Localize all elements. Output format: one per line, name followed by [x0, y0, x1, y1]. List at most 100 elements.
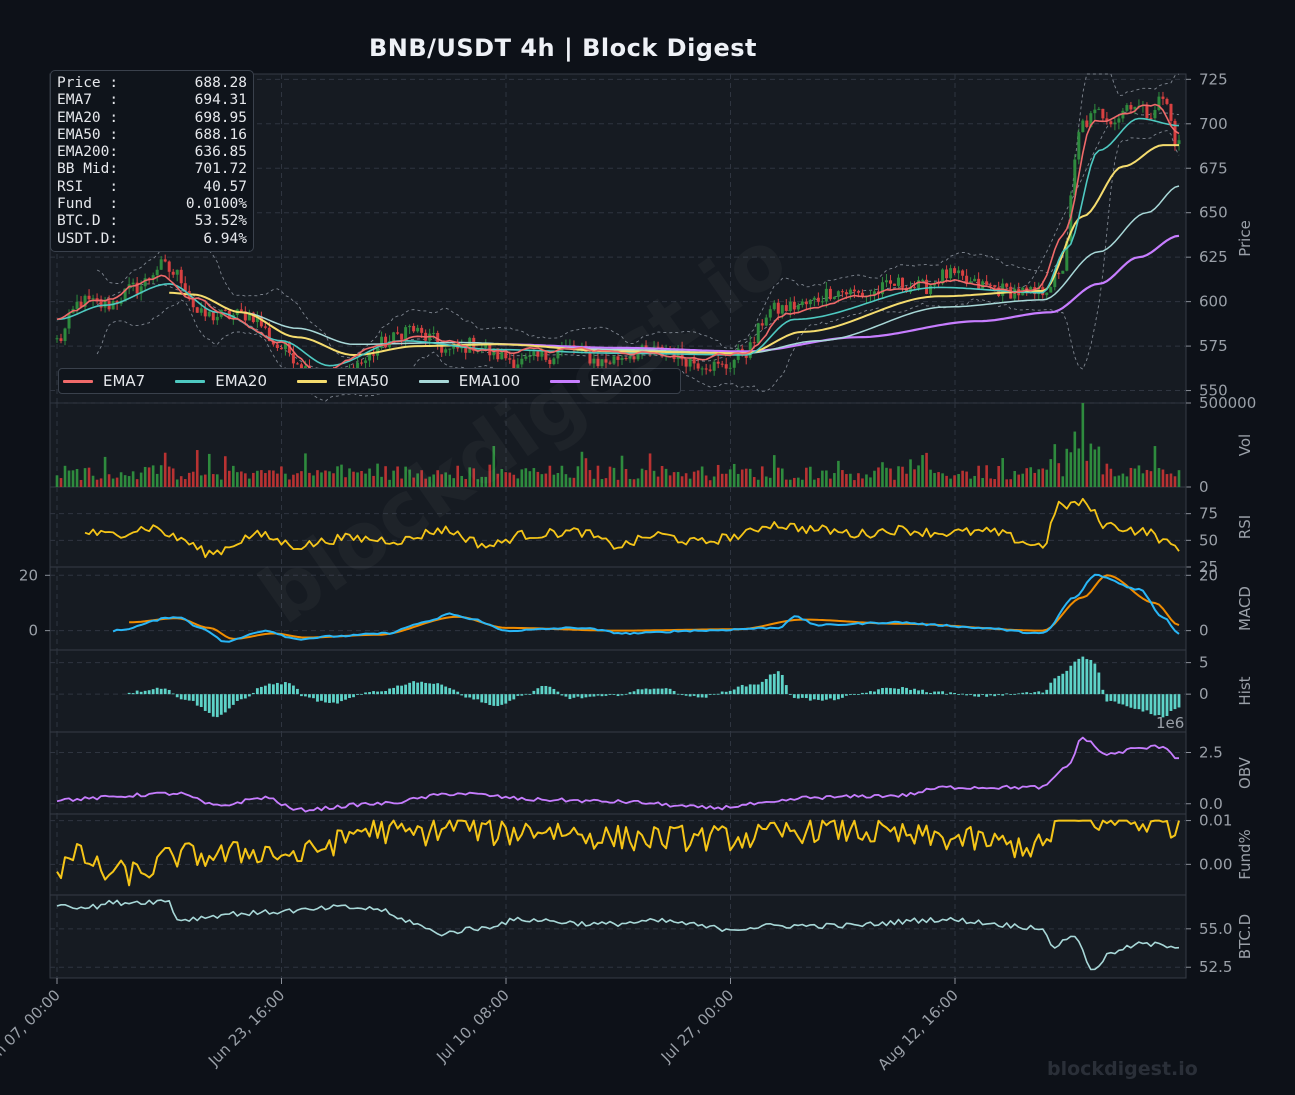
candle-body: [692, 358, 696, 364]
volume-bar: [973, 475, 976, 487]
volume-bar: [240, 471, 243, 487]
hist-bar: [560, 694, 564, 696]
hist-bar: [424, 682, 428, 695]
y-tick-label: 0: [1199, 622, 1209, 640]
macd-line: [112, 573, 1180, 643]
hist-bar: [296, 688, 299, 695]
volume-bar: [300, 471, 303, 487]
hist-bar: [1073, 661, 1077, 695]
candle-body: [95, 298, 99, 301]
hist-bar: [812, 694, 816, 700]
hist-bar: [792, 694, 796, 698]
volume-bar: [901, 466, 904, 487]
candle-body: [720, 363, 724, 365]
candle-body: [768, 309, 772, 318]
candle-body: [400, 333, 404, 340]
volume-bar: [348, 468, 351, 487]
candle-body: [957, 270, 961, 274]
hist-bar: [155, 687, 159, 695]
candle-body: [372, 354, 376, 356]
volume-bar: [95, 479, 99, 487]
volume-bar: [564, 474, 568, 487]
hist-bar: [832, 694, 836, 701]
hist-bar: [704, 694, 708, 698]
volume-bar: [985, 465, 988, 487]
candle-body: [744, 355, 748, 358]
candle-body: [712, 361, 716, 371]
candle-body: [1045, 292, 1049, 296]
ema7-line: [56, 103, 1180, 375]
candle-body: [921, 279, 925, 281]
hist-bar: [356, 694, 359, 695]
candle-body: [111, 301, 115, 310]
volume-bar: [123, 475, 127, 487]
candle-body: [856, 291, 860, 293]
volume-bar: [444, 472, 447, 487]
volume-bar: [452, 478, 456, 487]
volume-bar: [772, 455, 776, 487]
hist-bar: [143, 690, 147, 695]
volume-bar: [1137, 465, 1141, 487]
volume-bar: [488, 464, 492, 487]
volume-bar: [604, 478, 608, 487]
volume-bar: [624, 468, 628, 487]
candle-body: [1129, 105, 1133, 110]
candle-body: [844, 292, 848, 295]
volume-bar: [805, 467, 808, 487]
candle-body: [1113, 122, 1117, 125]
legend-swatch: [297, 379, 328, 383]
candle-body: [1109, 121, 1113, 125]
hist-bar: [756, 684, 760, 695]
candle-body: [824, 288, 828, 302]
y-tick-label: 0.01: [1199, 812, 1232, 830]
candle-body: [528, 356, 532, 358]
candle-body: [1161, 96, 1165, 99]
hist-bar: [1173, 694, 1177, 710]
hist-bar: [784, 685, 788, 695]
volume-bar: [1117, 475, 1121, 487]
y-tick-label: 20: [1199, 566, 1218, 584]
volume-bar: [993, 479, 996, 487]
volume-bar: [316, 470, 319, 487]
candle-body: [532, 351, 536, 357]
candle-body: [159, 259, 163, 270]
hist-bar: [909, 689, 912, 695]
hist-bar: [203, 694, 207, 711]
hist-bar: [973, 694, 977, 697]
candle-body: [536, 351, 540, 357]
candle-body: [724, 364, 728, 369]
volume-bar: [664, 468, 668, 487]
funding-line: [56, 819, 1180, 887]
candle-body: [283, 341, 287, 350]
volume-bar: [1065, 448, 1069, 487]
candle-body: [139, 286, 143, 294]
candle-body: [91, 298, 95, 300]
hist-bar: [1041, 692, 1045, 695]
volume-bar: [256, 470, 259, 487]
legend-item: EMA50: [297, 372, 389, 390]
volume-bar: [1169, 473, 1173, 487]
candle-body: [516, 364, 520, 369]
hist-bar: [977, 694, 981, 697]
hist-bar: [352, 694, 355, 698]
hist-bar: [1125, 694, 1129, 707]
volume-bar: [532, 468, 536, 487]
volume-bar: [732, 463, 736, 487]
volume-bar: [829, 478, 832, 487]
candle-body: [848, 289, 852, 295]
volume-bar: [432, 474, 435, 487]
volume-bar: [376, 463, 379, 487]
y-tick-label: 700: [1199, 115, 1228, 133]
hist-bar: [640, 689, 644, 695]
volume-bar: [1109, 468, 1113, 487]
volume-bar: [272, 470, 275, 487]
volume-bar: [207, 453, 211, 487]
y-tick-label: 5: [1199, 654, 1209, 672]
candle-body: [432, 332, 436, 334]
hist-bar: [500, 694, 504, 705]
candle-body: [840, 291, 844, 293]
volume-bar: [1145, 469, 1149, 487]
volume-bar: [187, 472, 191, 487]
volume-bar: [560, 465, 564, 487]
candle-body: [1093, 109, 1097, 114]
